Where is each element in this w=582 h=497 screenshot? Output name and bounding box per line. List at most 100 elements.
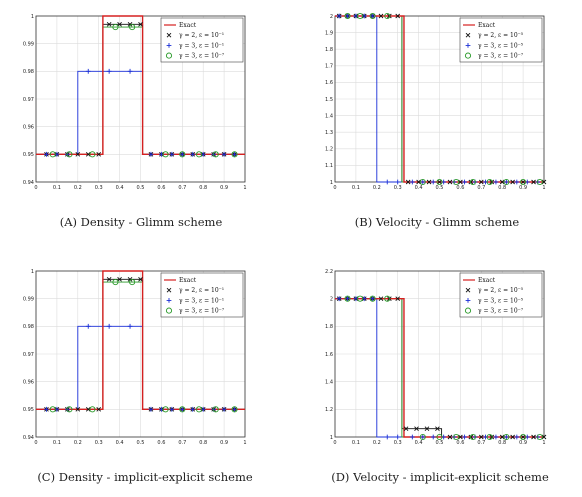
- legend-swatch: [165, 52, 173, 59]
- data-point-circle: [162, 151, 169, 158]
- data-point-plus: [384, 179, 390, 185]
- y-tick-label: 2.2: [325, 269, 333, 275]
- y-tick-label: 0.96: [23, 124, 34, 130]
- data-point-plus: [169, 151, 175, 157]
- data-point-circle: [453, 178, 460, 186]
- data-point-plus: [370, 13, 376, 19]
- y-tick-label: 1.6: [325, 352, 333, 358]
- data-point-circle: [344, 12, 351, 20]
- legend-box: [160, 272, 244, 318]
- legend-label: γ = 3, ε = 10⁻⁵: [478, 42, 524, 49]
- data-point-x: [96, 152, 102, 157]
- data-point-x: [437, 179, 442, 185]
- data-point-plus: [503, 434, 509, 440]
- data-point-circle: [369, 295, 376, 302]
- data-point-plus: [127, 68, 133, 74]
- data-point-plus: [395, 434, 401, 440]
- data-point-plus: [232, 151, 237, 157]
- legend-label: Exact: [179, 22, 197, 29]
- legend-label: γ = 3, ε = 10⁻⁵: [478, 297, 524, 304]
- data-point-plus: [370, 296, 376, 302]
- data-point-x: [458, 434, 463, 440]
- data-point-circle: [536, 178, 543, 186]
- data-point-x: [138, 276, 143, 282]
- data-point-plus: [179, 151, 185, 157]
- legend-label: γ = 2, ε = 10⁻⁵: [478, 287, 524, 294]
- x-tick-label: 0.9: [220, 185, 228, 191]
- x-tick-label: 0.1: [352, 440, 360, 446]
- data-point-circle: [469, 178, 476, 186]
- data-point-circle: [436, 178, 443, 186]
- data-point-circle: [49, 406, 56, 413]
- data-point-plus: [148, 406, 154, 412]
- data-point-plus: [430, 434, 436, 440]
- x-tick-label: 0.5: [137, 185, 145, 191]
- legend-swatch: [465, 32, 471, 38]
- x-tick-label: 0.2: [373, 185, 381, 191]
- data-point-circle: [231, 406, 238, 413]
- data-point-plus: [462, 179, 467, 185]
- data-point-plus: [514, 179, 520, 185]
- x-tick-label: 0.3: [394, 440, 402, 446]
- data-point-x: [378, 296, 384, 301]
- data-point-x: [85, 152, 91, 157]
- y-tick-label: 0.99: [23, 41, 34, 47]
- x-tick-label: 1: [542, 440, 545, 446]
- data-point-x: [117, 276, 122, 282]
- data-point-x: [424, 426, 430, 432]
- x-tick-label: 0.1: [352, 185, 360, 191]
- x-tick-label: 0.1: [53, 440, 61, 446]
- data-point-plus: [336, 296, 342, 302]
- x-tick-label: 0.7: [178, 185, 186, 191]
- x-tick-label: 0.8: [199, 185, 207, 191]
- y-tick-label: 0.96: [23, 379, 34, 385]
- caption-a: (A) Density - Glimm scheme: [59, 215, 223, 229]
- caption-d: (D) Velocity - implicit-explicit scheme: [331, 470, 549, 484]
- legend-swatch: [465, 287, 471, 293]
- legend-label: γ = 3, ε = 10⁻⁷: [478, 53, 524, 60]
- data-point-x: [531, 179, 536, 185]
- x-tick-label: 0.6: [157, 185, 165, 191]
- data-point-plus: [221, 151, 227, 157]
- data-point-x: [405, 179, 411, 185]
- data-point-plus: [85, 68, 91, 74]
- x-tick-label: 0.7: [477, 185, 485, 191]
- data-point-x: [138, 21, 143, 27]
- data-point-x: [426, 179, 432, 185]
- legend-label: Exact: [478, 277, 496, 284]
- y-tick-label: 1.9: [325, 30, 333, 36]
- legend-swatch: [465, 43, 471, 48]
- data-point-circle: [419, 178, 426, 186]
- data-point-x: [117, 21, 122, 27]
- data-point-circle: [536, 433, 543, 441]
- data-point-plus: [336, 13, 342, 19]
- data-point-x: [96, 407, 102, 412]
- x-tick-label: 0: [34, 440, 37, 446]
- legend-label: γ = 3, ε = 10⁻¹: [179, 297, 224, 304]
- data-point-x: [75, 152, 81, 157]
- data-point-x: [435, 426, 440, 432]
- data-point-x: [416, 179, 421, 185]
- data-point-x: [414, 426, 419, 432]
- data-point-circle: [503, 178, 510, 186]
- y-tick-label: 1: [330, 180, 333, 186]
- x-tick-label: 0.1: [53, 185, 61, 191]
- legend-swatch: [166, 298, 172, 303]
- data-point-x: [447, 179, 453, 185]
- x-tick-label: 0.4: [415, 185, 423, 191]
- x-tick-label: 0.8: [498, 185, 506, 191]
- data-point-x: [395, 13, 401, 19]
- data-point-plus: [169, 406, 175, 412]
- data-point-x: [541, 179, 547, 185]
- y-tick-label: 0.98: [23, 69, 34, 75]
- data-point-plus: [127, 323, 133, 329]
- data-point-plus: [148, 151, 154, 157]
- x-tick-label: 0.4: [116, 185, 124, 191]
- x-tick-label: 0.2: [74, 185, 82, 191]
- x-tick-label: 0.8: [498, 440, 506, 446]
- data-point-x: [520, 434, 526, 440]
- data-point-circle: [212, 151, 219, 158]
- legend-label: Exact: [179, 277, 197, 284]
- data-point-circle: [212, 406, 219, 413]
- data-point-x: [395, 296, 401, 301]
